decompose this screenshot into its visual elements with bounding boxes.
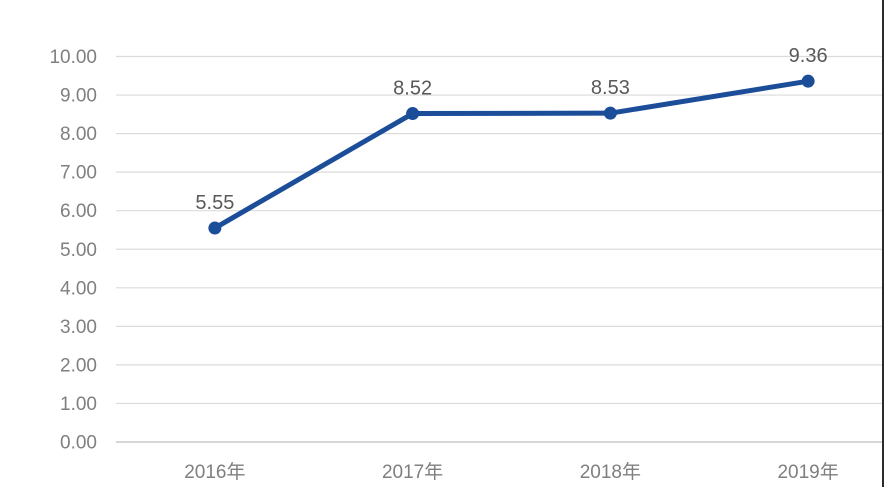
y-tick-label: 9.00 <box>60 86 97 107</box>
x-axis-label: 2016年 <box>184 461 245 483</box>
data-label: 8.52 <box>393 78 432 100</box>
y-tick-label: 6.00 <box>60 201 97 222</box>
y-tick-label: 8.00 <box>60 124 97 145</box>
data-point-marker <box>406 107 420 121</box>
y-tick-label: 10.00 <box>49 47 97 68</box>
y-tick-label: 0.00 <box>60 433 97 454</box>
data-point-marker <box>801 74 815 88</box>
line-chart-canvas: 10.00 9.00 8.00 7.00 6.00 5.00 4.00 3.00 2.00 1.0… <box>40 16 884 487</box>
data-point-marker <box>208 221 222 235</box>
y-tick-label: 2.00 <box>60 355 97 376</box>
chart-background <box>40 16 884 487</box>
y-tick-label: 3.00 <box>60 317 97 338</box>
data-label: 8.53 <box>591 77 630 99</box>
data-label: 5.55 <box>195 192 234 214</box>
x-axis-label: 2019年 <box>777 461 838 483</box>
y-tick-label: 7.00 <box>60 163 97 184</box>
line-chart: 10.00 9.00 8.00 7.00 6.00 5.00 4.00 3.00 2.00 1.0… <box>40 16 884 487</box>
data-label: 9.36 <box>789 45 828 67</box>
data-point-marker <box>603 106 617 120</box>
y-tick-label: 5.00 <box>60 240 97 261</box>
x-axis-label: 2017年 <box>382 461 443 483</box>
screenshot-right-edge <box>882 0 884 487</box>
y-tick-label: 4.00 <box>60 278 97 299</box>
x-axis-label: 2018年 <box>580 461 641 483</box>
series-line <box>212 78 811 231</box>
y-tick-label: 1.00 <box>60 394 97 415</box>
